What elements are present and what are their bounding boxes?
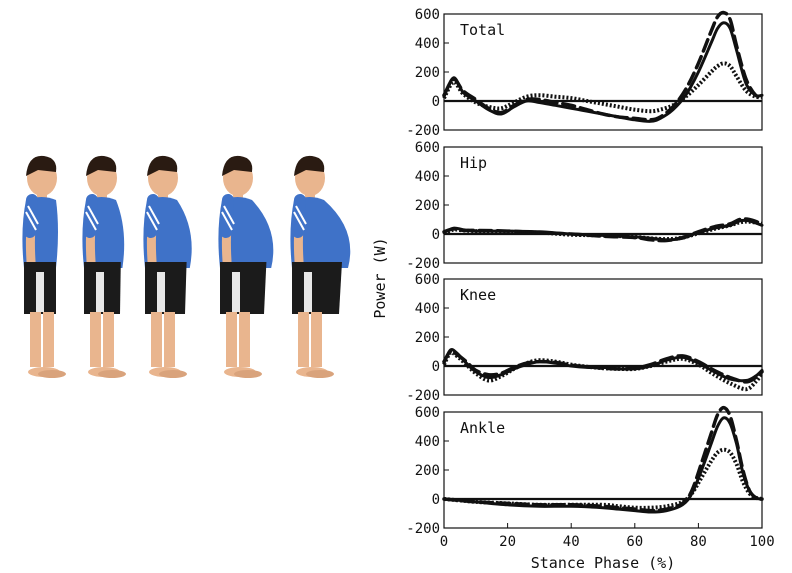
series-line-dashed	[442, 405, 764, 513]
y-tick-label: 600	[415, 405, 440, 421]
x-tick-label: 100	[749, 534, 774, 550]
y-tick-label: -200	[406, 388, 440, 404]
y-tick-label: 400	[415, 36, 440, 52]
panel-2: -200 0 200 400 600 Knee	[406, 272, 764, 404]
y-tick-label: 0	[432, 359, 440, 375]
y-tick-label: 400	[415, 169, 440, 185]
x-tick-label: 40	[563, 534, 580, 550]
y-tick-label: 600	[415, 272, 440, 288]
y-tick-label: 600	[415, 7, 440, 23]
x-tick-label: 80	[690, 534, 707, 550]
panel-frame	[443, 146, 763, 264]
panel-title: Hip	[460, 154, 487, 172]
y-tick-label: 200	[415, 463, 440, 479]
y-tick-label: 200	[415, 65, 440, 81]
series-line-dotted	[442, 350, 764, 392]
panel-title: Total	[460, 21, 505, 39]
y-axis-label: Power (W)	[371, 237, 389, 318]
x-axis-label: Stance Phase (%)	[531, 554, 676, 572]
y-tick-label: 200	[415, 198, 440, 214]
child-figure	[82, 155, 126, 378]
child-figure	[218, 155, 274, 378]
series-line-dashed	[442, 349, 764, 384]
series-line-dotted	[443, 219, 763, 242]
y-tick-label: 400	[415, 434, 440, 450]
x-tick-label: 60	[626, 534, 643, 550]
y-tick-label: -200	[406, 521, 440, 537]
series-line-dashed	[442, 10, 764, 122]
y-tick-label: 0	[432, 94, 440, 110]
panel-title: Ankle	[460, 419, 505, 437]
child-figure	[290, 155, 351, 378]
y-tick-label: 0	[432, 492, 440, 508]
y-tick-label: 0	[432, 227, 440, 243]
y-tick-label: -200	[406, 123, 440, 139]
panel-3: -200 0 200 400 600 Ankle	[406, 405, 764, 537]
x-tick-label: 0	[440, 534, 448, 550]
y-tick-label: 600	[415, 140, 440, 156]
x-tick-label: 20	[499, 534, 516, 550]
child-figure	[22, 155, 66, 378]
series-line-dotted	[443, 447, 763, 510]
panel-0: -200 0 200 400 600 Total	[406, 7, 764, 139]
y-tick-label: -200	[406, 256, 440, 272]
y-tick-label: 400	[415, 301, 440, 317]
series-line-dotted	[442, 61, 763, 114]
child-figure	[143, 155, 192, 378]
panel-1: -200 0 200 400 600 Hip	[406, 140, 764, 272]
body-size-illustration	[22, 155, 351, 378]
y-tick-label: 200	[415, 330, 440, 346]
panel-title: Knee	[460, 286, 496, 304]
